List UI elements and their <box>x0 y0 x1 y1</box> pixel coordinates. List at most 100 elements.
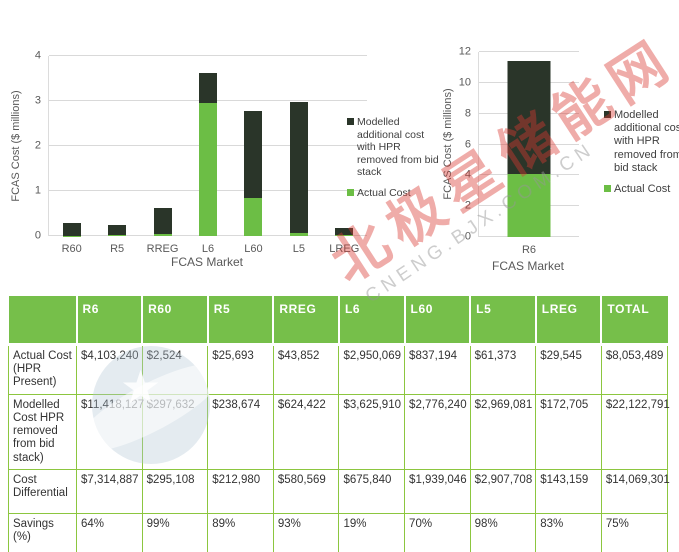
fcas-cost-table: R6 R60 R5 RREG L6 L60 L5 LREG TOTAL Actual Cost … <box>8 296 670 552</box>
table-header-cell-r6: R6 <box>76 296 144 346</box>
table-cell: $14,069,301 <box>600 468 670 514</box>
table-cell: 99% <box>141 512 209 552</box>
table-body: Actual Cost (HPR Present) $4,103,240 $2,52… <box>8 344 670 552</box>
y-tick-label: 1 <box>34 184 41 197</box>
y-axis-title: FCAS Cost ($ millions) <box>10 90 22 202</box>
table-cell: $295,108 <box>141 468 209 514</box>
x-tick-label: R5 <box>110 243 125 255</box>
bar-rreg <box>153 56 172 236</box>
row-label: Savings (%) <box>8 512 77 552</box>
table-cell: 75% <box>600 512 668 552</box>
y-tick-label: 2 <box>464 199 471 212</box>
table-cell: $212,980 <box>207 468 274 514</box>
table-header-cell-blank <box>8 296 78 346</box>
legend-swatch-icon <box>604 111 611 118</box>
bar-segment-green <box>199 103 217 236</box>
y-tick-label: 2 <box>34 139 41 152</box>
bar-l60 <box>244 56 263 236</box>
gridline <box>479 51 579 52</box>
table-cell: $25,693 <box>207 344 274 395</box>
row-label: Cost Differential <box>8 468 77 514</box>
table-cell: 98% <box>469 512 537 552</box>
y-axis-title: FCAS Cost ($ millions) <box>442 88 454 200</box>
table-cell: $2,907,708 <box>469 468 537 514</box>
legend: Modelled additional cost with HPR remove… <box>347 116 441 208</box>
x-tick-label: LREG <box>329 243 360 255</box>
bar-segment-dark <box>289 102 308 234</box>
plot-area: 0 1 2 3 4 R60 R5 RREG L6 L60 L5 LREG <box>35 50 367 255</box>
table-header-cell-r60: R60 <box>142 296 209 346</box>
row-label: Actual Cost (HPR Present) <box>8 344 77 395</box>
table-row: Modelled Cost HPR removed from bid stack… <box>8 393 670 470</box>
table-cell: 83% <box>535 512 602 552</box>
table-header-cell-total: TOTAL <box>601 296 668 346</box>
x-tick-label: L6 <box>201 243 215 255</box>
bar-segment-dark <box>153 207 172 235</box>
bar-r6 <box>507 52 551 237</box>
x-axis-title: FCAS Market <box>170 255 244 269</box>
y-tick-label: 4 <box>34 49 41 62</box>
y-tick-label: 0 <box>34 229 41 242</box>
table-cell: 93% <box>272 512 340 552</box>
bar-segment-dark <box>199 72 217 104</box>
bar-segment-green <box>244 198 263 236</box>
bar-segment-green <box>289 233 308 236</box>
bar-segment-green <box>335 234 354 236</box>
table-cell: $2,950,069 <box>338 344 406 395</box>
row-label: Modelled Cost HPR removed from bid stack… <box>8 393 77 470</box>
bar-r5 <box>108 56 127 236</box>
legend-label: Actual Cost <box>614 182 671 195</box>
table-header-cell-l60: L60 <box>404 296 472 346</box>
table-cell: $61,373 <box>469 344 537 395</box>
bar-segment-dark <box>62 222 81 236</box>
table-cell: $7,314,887 <box>76 468 143 514</box>
bar-l6 <box>199 56 217 236</box>
table-cell: $2,776,240 <box>404 393 471 470</box>
x-tick-label: L60 <box>244 243 263 255</box>
table-cell: $11,418,127 <box>76 393 144 470</box>
legend-swatch-icon <box>604 184 611 192</box>
chart-fcas-market-r6: FCAS Cost ($ millions) 0 2 4 6 8 10 12 R6 FCAS … <box>390 0 679 292</box>
legend-label: Modelled additional cost with HPR remove… <box>357 116 439 179</box>
y-tick-label: 8 <box>464 107 471 120</box>
table-header-row: R6 R60 R5 RREG L6 L60 L5 LREG TOTAL <box>8 296 668 346</box>
table-cell: 89% <box>207 512 274 552</box>
plot-area: 0 2 4 6 8 10 12 R6 <box>459 46 579 256</box>
bar-segment-green <box>153 234 172 236</box>
legend-item: Modelled additional cost with HPR remove… <box>604 109 679 175</box>
y-tick-label: 0 <box>464 230 471 243</box>
legend-item: Actual Cost <box>347 187 441 200</box>
y-tick-label: 3 <box>34 94 41 107</box>
table-cell: $172,705 <box>535 393 602 470</box>
table-header-cell-r5: R5 <box>207 296 275 346</box>
table-cell: $22,122,791 <box>600 393 670 470</box>
table-row: Cost Differential $7,314,887 $295,108 $212,… <box>8 468 670 514</box>
y-tick-label: 10 <box>458 76 471 89</box>
bar-segment-dark <box>335 228 354 235</box>
bar-segment-green <box>507 173 551 237</box>
gridline <box>49 55 367 56</box>
legend-item: Actual Cost <box>604 183 679 196</box>
table-header-cell-l6: L6 <box>338 296 406 346</box>
table-cell: 19% <box>338 512 406 552</box>
table-cell: $8,053,489 <box>600 344 668 395</box>
x-tick-label: R60 <box>61 243 82 255</box>
table-header-row: R6 R60 R5 RREG L6 L60 L5 LREG TOTAL <box>8 296 668 346</box>
table-cell: $2,524 <box>141 344 209 395</box>
y-tick-label: 6 <box>464 138 471 150</box>
table-cell: $3,625,910 <box>338 393 406 470</box>
table-header-cell-lreg: LREG <box>535 296 603 346</box>
bar-segment-green <box>108 234 127 236</box>
x-tick-label: L5 <box>292 243 305 255</box>
table-cell: $2,969,081 <box>469 393 537 470</box>
table-row: Savings (%) 64% 99% 89% 93% 19% 70% 98% 83% 75% <box>8 512 668 552</box>
legend-item: Modelled additional cost with HPR remove… <box>347 116 441 179</box>
x-axis-title: FCAS Market <box>491 259 565 273</box>
bar-lreg <box>335 56 354 236</box>
table-cell: $29,545 <box>535 344 602 395</box>
x-tick-label: R6 <box>521 244 537 256</box>
table-row: Actual Cost (HPR Present) $4,103,240 $2,52… <box>8 344 668 395</box>
legend: Modelled additional cost with HPR remove… <box>604 109 679 204</box>
bar-l5 <box>289 56 308 236</box>
